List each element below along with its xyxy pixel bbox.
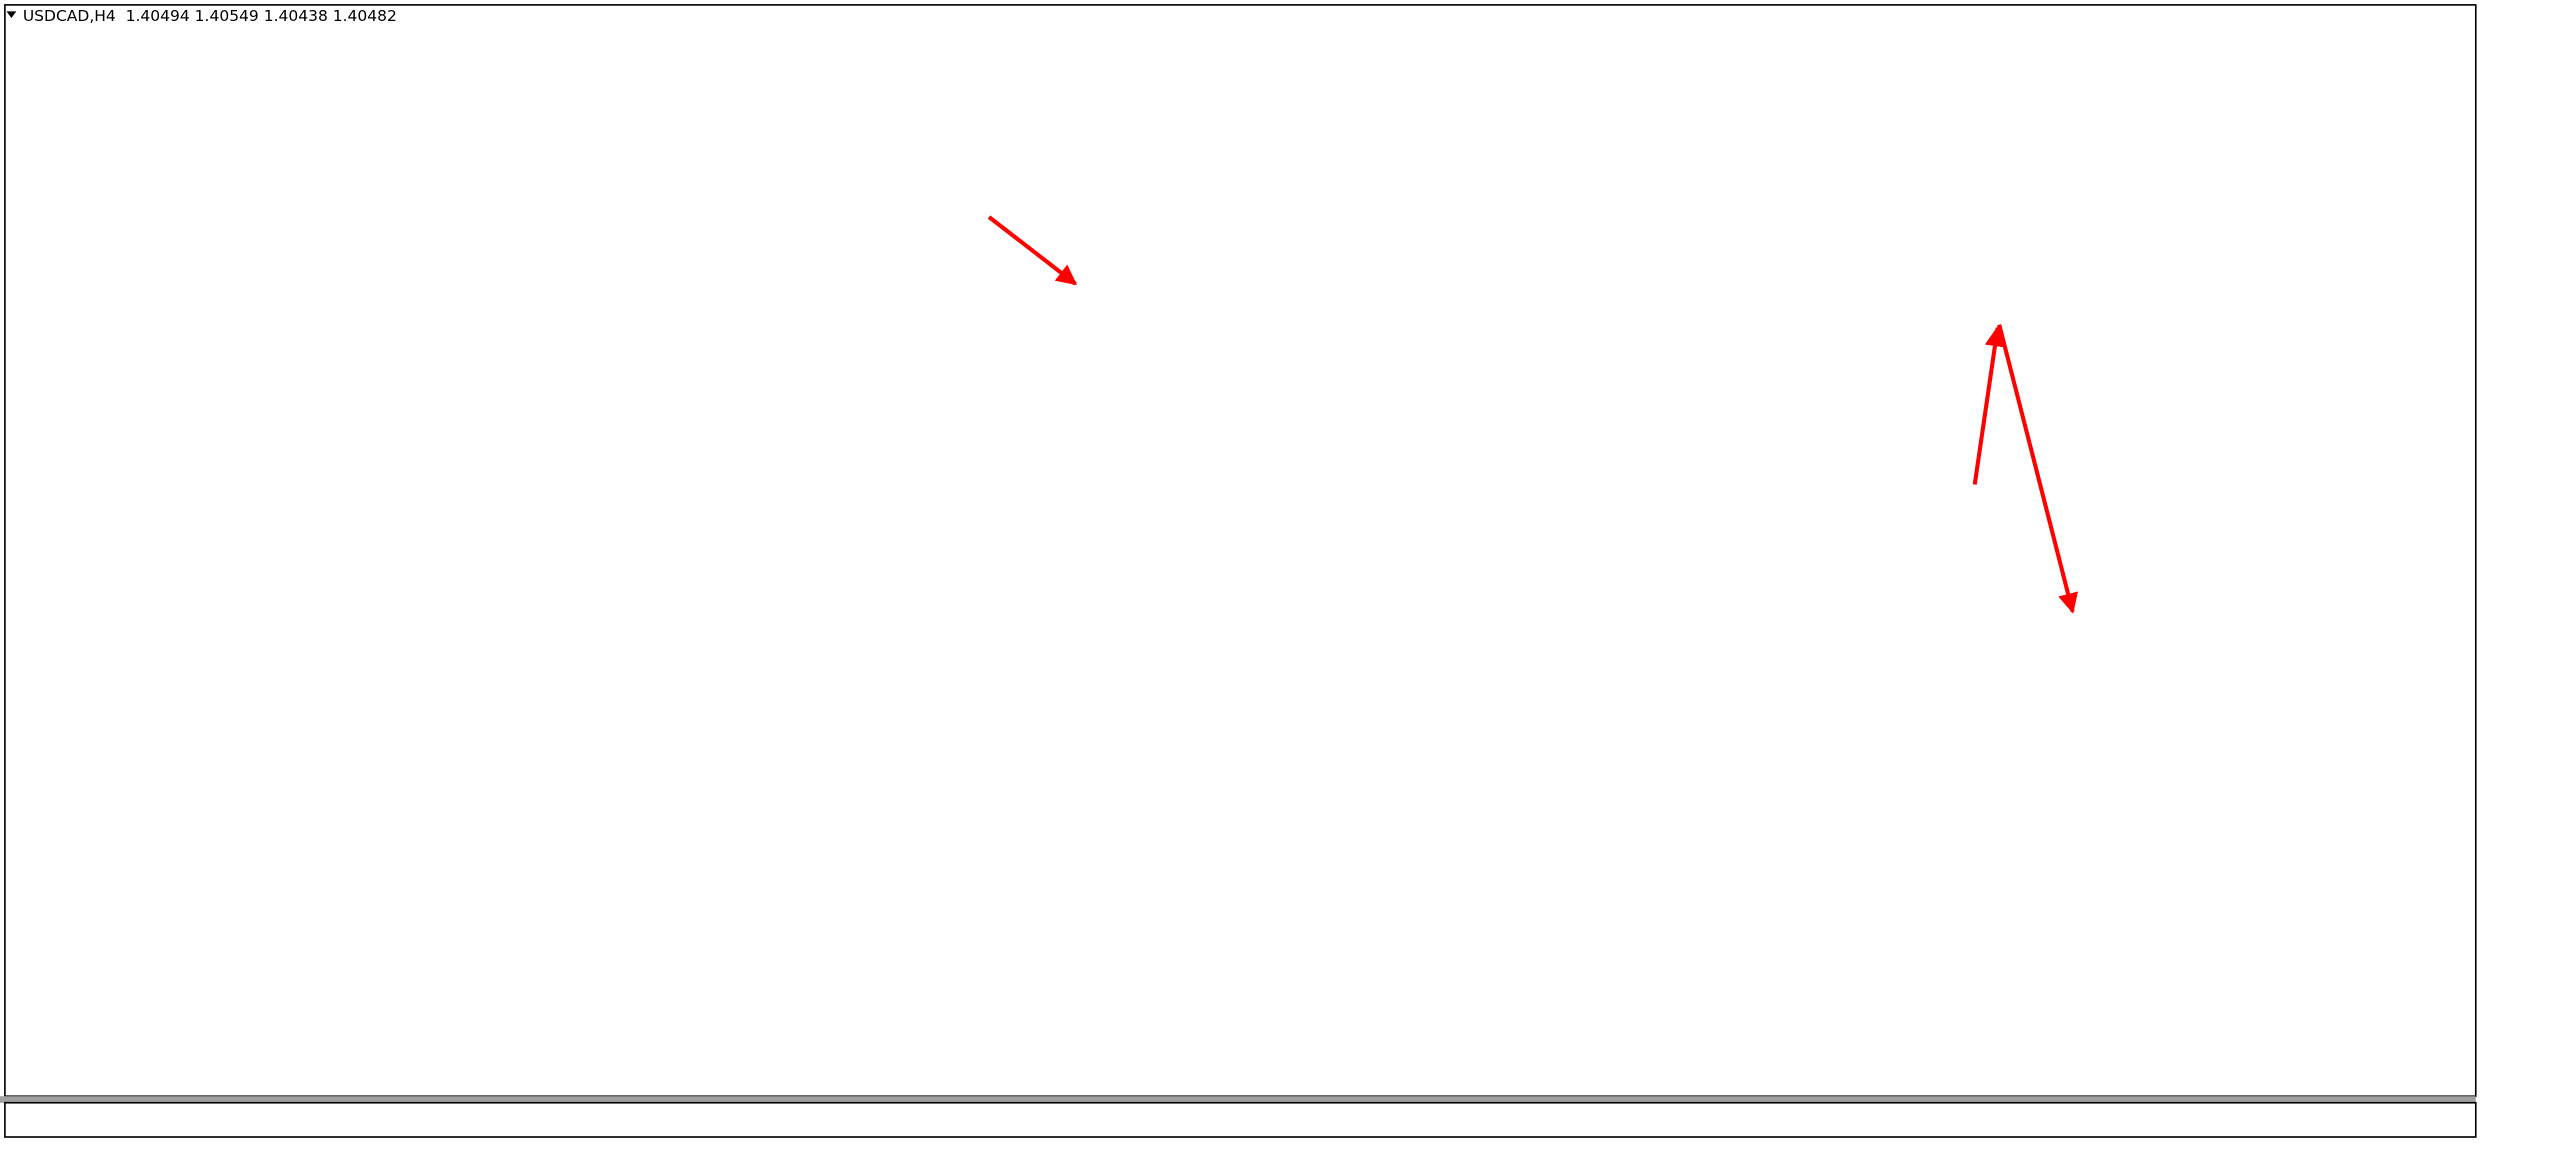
chart-title: USDCAD,H4 1.40494 1.40549 1.40438 1.4048… bbox=[23, 7, 397, 25]
annotation-arrow bbox=[1972, 325, 2006, 485]
panel-separator bbox=[0, 1096, 2476, 1103]
menu-icon[interactable] bbox=[6, 11, 17, 18]
annotation-arrow bbox=[1997, 324, 2078, 614]
rsi-frame bbox=[4, 1101, 2477, 1138]
annotation-arrow bbox=[987, 215, 1078, 286]
